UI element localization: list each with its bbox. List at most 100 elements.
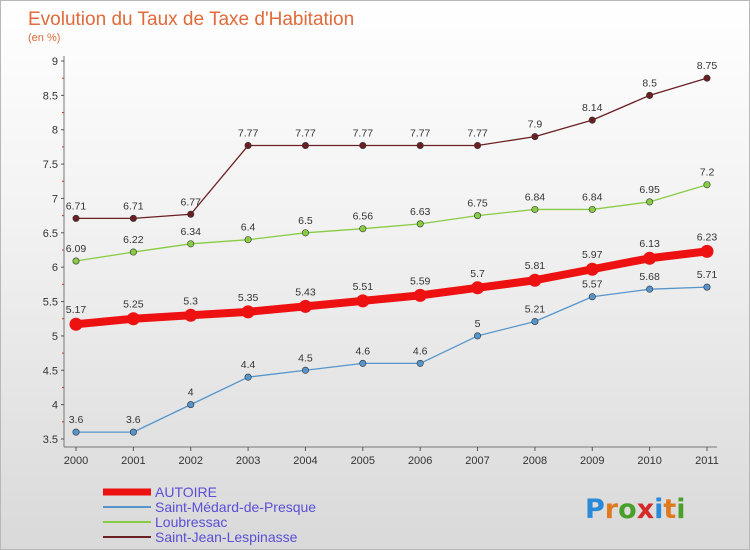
data-point [69,317,83,331]
data-point [416,359,424,367]
data-point [474,142,482,150]
data-point [241,305,255,319]
y-tick-label: 9 [52,56,58,68]
data-label: 8.14 [582,102,603,114]
data-label: 6.56 [353,211,374,223]
logo-letter: r [605,494,619,525]
y-tick-label: 7.5 [43,159,58,171]
legend-label: Loubressac [155,514,227,530]
data-point [244,142,252,150]
data-point [72,214,80,222]
x-tick-label: 2006 [408,455,432,467]
logo-letter: t [663,494,676,525]
data-label: 5.51 [353,281,374,293]
data-point [588,293,596,301]
data-point [700,244,714,258]
y-tick-label: 8 [52,125,58,137]
legend-label: AUTOIRE [155,484,217,500]
data-point [416,142,424,150]
data-point [359,225,367,233]
data-point [646,285,654,293]
data-label: 4 [188,387,194,399]
data-label: 5.35 [238,292,259,304]
data-point [528,273,542,287]
x-tick-label: 2007 [465,455,489,467]
data-label: 5.71 [697,269,718,281]
data-label: 5.25 [123,299,144,311]
y-tick-label: 4 [52,400,58,412]
proxiti-logo: Proxiti [585,494,686,525]
x-tick-label: 2011 [695,455,719,467]
data-point [588,205,596,213]
data-label: 7.77 [353,128,374,140]
data-label: 5.7 [470,268,485,280]
data-point [301,142,309,150]
data-label: 5.57 [582,279,603,291]
data-point [129,428,137,436]
data-label: 5.81 [525,260,546,272]
data-point [471,281,485,295]
x-tick-label: 2001 [121,455,145,467]
series-2 [72,283,711,436]
y-tick-label: 4.5 [43,365,58,377]
data-label: 6.5 [298,215,313,227]
data-label: 5.43 [295,286,316,298]
data-label: 6.75 [467,198,488,210]
data-label: 5.21 [525,303,546,315]
logo-letter: i [654,494,663,525]
x-tick-label: 2002 [178,455,202,467]
data-label: 5 [475,318,481,330]
data-point [474,332,482,340]
data-point [588,116,596,124]
data-point [72,428,80,436]
series-layer [69,74,714,436]
y-tick-label: 6 [52,262,58,274]
data-point [531,133,539,141]
data-point [187,240,195,248]
data-point [129,214,137,222]
data-label: 5.3 [183,295,198,307]
data-labels: 6.71 6.71 6.77 7.77 7.77 7.77 7.77 7.77 7.9 8.14 8… [66,60,718,426]
data-point [703,181,711,189]
data-point [703,283,711,291]
data-point [126,312,140,326]
series-line [75,77,708,220]
data-label: 6.23 [697,231,718,243]
y-tick-label: 7 [52,193,58,205]
data-label: 6.77 [181,196,202,208]
data-label: 7.77 [467,128,488,140]
data-point [413,288,427,302]
data-label: 8.75 [697,60,718,72]
data-point [646,91,654,99]
data-point [356,294,370,308]
data-label: 6.95 [639,184,660,196]
data-point [474,212,482,220]
data-point [416,220,424,228]
data-point [359,142,367,150]
data-point [359,359,367,367]
data-point [244,373,252,381]
data-point [643,251,657,265]
data-label: 7.77 [295,128,316,140]
logo-text: Proxiti [585,494,686,525]
series-line [72,247,711,329]
data-label: 6.22 [123,234,144,246]
data-point [72,257,80,265]
data-point [187,210,195,218]
data-point [184,308,198,322]
series-1 [72,181,711,265]
x-tick-label: 2004 [293,455,317,467]
data-point [301,366,309,374]
data-label: 5.17 [66,304,87,316]
series-3 [69,244,714,331]
data-point [187,401,195,409]
y-tick-label: 3.5 [43,434,58,446]
logo-letter: P [585,494,605,525]
series-0 [72,74,711,222]
data-label: 5.97 [582,249,603,261]
data-point [531,317,539,325]
legend-label: Saint-Jean-Lespinasse [155,529,298,545]
axes: 3.5 4 4.5 5 5.5 6 6.5 7 7.5 8 8.5 9 2000 2001 2002 2003… [43,56,719,467]
